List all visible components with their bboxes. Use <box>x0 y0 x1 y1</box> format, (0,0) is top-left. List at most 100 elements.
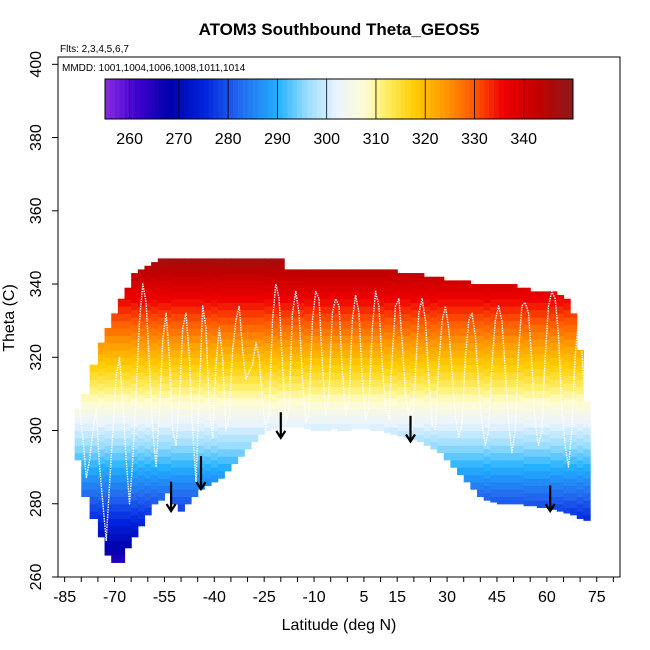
curtain-cell <box>204 338 212 347</box>
curtain-cell <box>184 335 192 344</box>
curtain-cell <box>230 309 239 318</box>
curtain-cell <box>443 408 451 417</box>
curtain-cell <box>131 514 139 523</box>
curtain-cell <box>210 371 219 380</box>
curtain-cell <box>137 437 146 446</box>
curtain-cell <box>217 441 225 450</box>
curtain-cell <box>151 393 159 402</box>
curtain-cell <box>383 295 392 303</box>
curtain-cell <box>503 364 511 373</box>
curtain-cell <box>277 375 285 384</box>
curtain-cell <box>417 412 425 421</box>
curtain-cell <box>217 258 225 267</box>
curtain-cell <box>350 320 358 329</box>
curtain-cell <box>350 415 358 424</box>
curtain-cell <box>230 404 239 413</box>
curtain-cell <box>230 273 239 281</box>
curtain-cell <box>483 390 491 399</box>
curtain-cell <box>330 423 338 430</box>
curtain-cell <box>244 287 252 296</box>
curtain-cell <box>257 426 265 435</box>
colorbar-cell <box>233 79 239 119</box>
curtain-cell <box>184 496 192 505</box>
curtain-cell <box>403 313 412 322</box>
curtain-cell <box>423 371 432 380</box>
colorbar-cell <box>105 79 111 119</box>
curtain-cell <box>483 309 491 318</box>
curtain-cell <box>397 306 405 314</box>
curtain-column <box>264 258 272 432</box>
curtain-cell <box>117 445 126 454</box>
curtain-cell <box>357 371 365 380</box>
curtain-cell <box>536 404 545 413</box>
curtain-cell <box>370 415 378 424</box>
curtain-cell <box>530 317 538 325</box>
curtain-cell <box>530 426 538 435</box>
curtain-cell <box>563 434 571 443</box>
colorbar-cell <box>366 79 372 119</box>
curtain-cell <box>237 382 245 391</box>
curtain-cell <box>550 489 558 498</box>
curtain-column <box>81 393 91 498</box>
curtain-cell <box>450 430 458 439</box>
curtain-cell <box>510 291 518 300</box>
curtain-cell <box>151 459 159 468</box>
curtain-cell <box>576 393 585 402</box>
colorbar-cell <box>435 79 441 119</box>
curtain-cell <box>390 360 398 369</box>
curtain-cell <box>470 481 478 490</box>
curtain-cell <box>204 287 212 296</box>
curtain-cell <box>191 357 199 366</box>
curtain-cell <box>363 306 372 314</box>
curtain-cell <box>131 485 139 494</box>
curtain-cell <box>137 327 146 336</box>
curtain-cell <box>171 467 179 476</box>
curtain-cell <box>556 459 565 468</box>
curtain-cell <box>89 511 99 519</box>
curtain-cell <box>144 295 152 303</box>
curtain-cell <box>470 393 478 402</box>
curtain-cell <box>237 353 245 362</box>
curtain-cell <box>437 401 445 410</box>
curtain-cell <box>104 533 112 541</box>
curtain-cell <box>74 423 82 432</box>
curtain-cell <box>450 401 458 410</box>
x-tick-label: -25 <box>253 589 276 606</box>
curtain-cell <box>217 448 225 457</box>
curtain-cell <box>237 368 245 377</box>
curtain-cell <box>131 507 139 516</box>
curtain-cell <box>131 360 139 369</box>
curtain-cell <box>157 346 166 355</box>
curtain-cell <box>224 448 232 457</box>
curtain-cell <box>244 317 252 325</box>
curtain-cell <box>417 331 425 340</box>
curtain-cell <box>543 390 551 399</box>
curtain-cell <box>370 357 378 366</box>
curtain-cell <box>496 474 505 483</box>
curtain-cell <box>576 467 585 476</box>
curtain-cell <box>257 295 265 303</box>
curtain-cell <box>204 302 212 311</box>
curtain-cell <box>563 507 571 514</box>
curtain-cell <box>363 423 372 430</box>
curtain-cell <box>490 393 498 402</box>
curtain-cell <box>543 470 551 479</box>
curtain-cell <box>171 452 179 461</box>
curtain-cell <box>556 452 565 461</box>
colorbar-cell <box>228 79 234 119</box>
curtain-cell <box>264 298 272 307</box>
curtain-cell <box>264 276 272 285</box>
curtain-cell <box>503 349 511 358</box>
curtain-cell <box>477 306 485 314</box>
curtain-cell <box>250 382 259 391</box>
x-tick-label: 30 <box>438 589 456 606</box>
curtain-column <box>390 269 398 435</box>
curtain-cell <box>191 342 199 351</box>
curtain-column <box>536 291 545 509</box>
curtain-cell <box>297 302 305 311</box>
curtain-cell <box>204 273 212 281</box>
curtain-cell <box>304 269 312 278</box>
curtain-cell <box>230 265 239 274</box>
curtain-cell <box>543 375 551 384</box>
curtain-cell <box>97 456 106 465</box>
